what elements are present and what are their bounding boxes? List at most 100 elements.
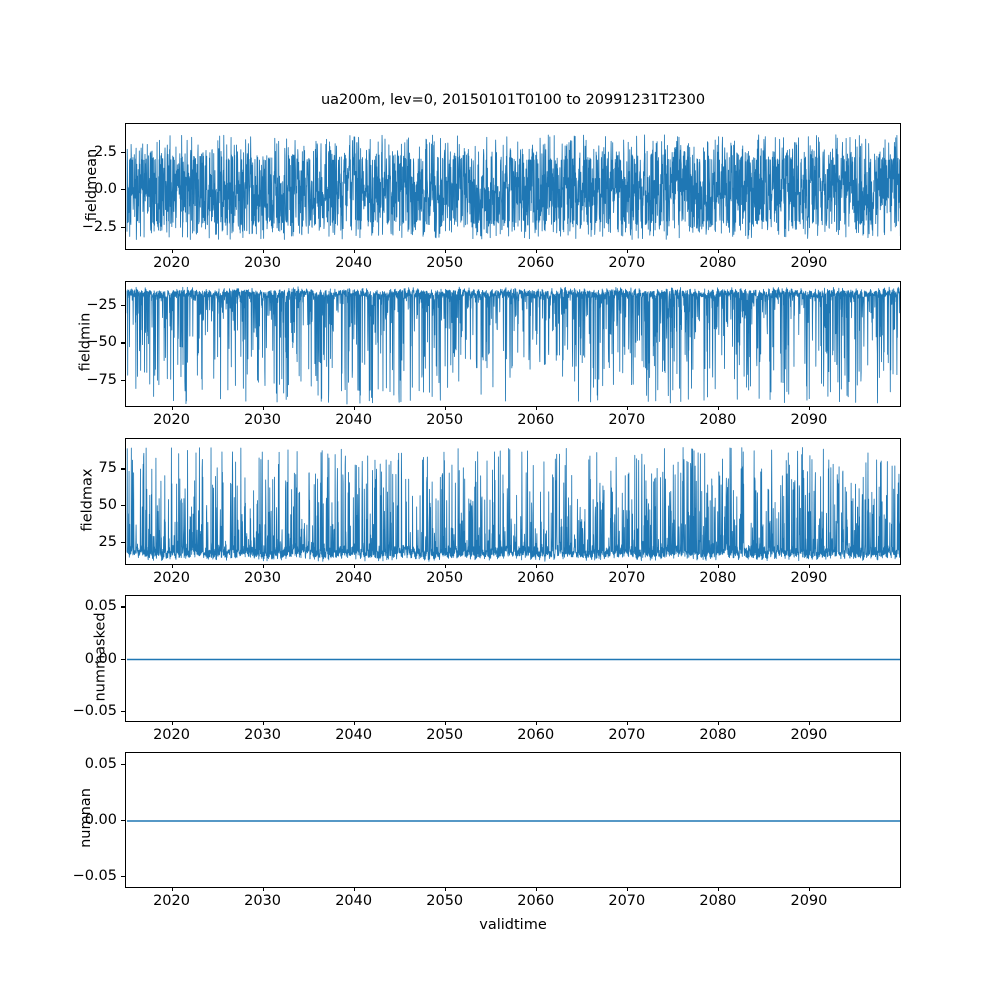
x-tick-mark-nummasked-6	[717, 721, 719, 725]
x-tick-label-fieldmax-2: 2040	[335, 570, 373, 586]
x-tick-mark-numnan-0	[171, 887, 173, 891]
y-tick-label-fieldmin-0: −25	[86, 296, 117, 313]
x-tick-label-fieldmean-2: 2040	[335, 255, 373, 271]
x-tick-mark-fieldmean-2	[353, 249, 355, 253]
series-canvas-numnan	[126, 753, 900, 887]
x-tick-label-fieldmax-7: 2090	[790, 570, 828, 586]
x-tick-label-fieldmean-1: 2030	[244, 255, 282, 271]
x-tick-mark-nummasked-5	[626, 721, 628, 725]
x-tick-mark-nummasked-7	[808, 721, 811, 725]
x-tick-label-fieldmax-0: 2020	[153, 570, 190, 586]
y-tick-label-fieldmin-1: −50	[86, 334, 117, 351]
x-tick-label-fieldmean-5: 2070	[608, 255, 646, 271]
y-tick-label-fieldmax-1: 50	[98, 497, 117, 514]
x-tick-mark-fieldmean-3	[444, 249, 446, 253]
x-tick-label-fieldmean-3: 2050	[426, 255, 464, 271]
x-tick-label-nummasked-6: 2080	[699, 727, 737, 743]
x-tick-label-fieldmin-4: 2060	[517, 412, 555, 428]
y-tick-label-nummasked-1: 0.00	[84, 650, 117, 667]
x-tick-mark-numnan-2	[353, 887, 355, 891]
x-tick-label-nummasked-2: 2040	[335, 727, 373, 743]
x-tick-mark-nummasked-0	[171, 721, 173, 725]
y-tick-label-nummasked-2: −0.05	[72, 702, 117, 719]
x-tick-label-numnan-1: 2030	[244, 893, 282, 909]
figure-title: ua200m, lev=0, 20150101T0100 to 20991231…	[320, 92, 706, 108]
y-tick-mark-numnan-1	[121, 820, 125, 822]
x-tick-label-nummasked-5: 2070	[608, 727, 646, 743]
x-tick-mark-fieldmax-3	[444, 564, 446, 568]
x-tick-label-nummasked-7: 2090	[790, 727, 828, 743]
y-tick-label-numnan-0: 0.05	[84, 756, 117, 773]
x-tick-mark-fieldmean-6	[717, 249, 719, 253]
x-tick-mark-fieldmin-5	[626, 406, 628, 410]
y-tick-mark-numnan-2	[121, 875, 125, 877]
x-tick-mark-nummasked-3	[444, 721, 446, 725]
series-canvas-nummasked	[126, 596, 900, 721]
plot-panel-fieldmax	[125, 438, 901, 565]
x-tick-label-fieldmin-0: 2020	[153, 412, 190, 428]
x-tick-mark-numnan-4	[535, 887, 537, 891]
x-tick-label-fieldmin-5: 2070	[608, 412, 646, 428]
x-axis-label: validtime	[479, 917, 547, 933]
y-tick-mark-fieldmean-2	[121, 226, 125, 228]
y-tick-label-fieldmax-2: 25	[98, 533, 117, 550]
x-tick-label-fieldmax-4: 2060	[517, 570, 555, 586]
x-tick-label-fieldmean-6: 2080	[699, 255, 737, 271]
x-tick-mark-fieldmean-4	[535, 249, 537, 253]
x-tick-label-fieldmean-0: 2020	[153, 255, 190, 271]
plot-panel-nummasked	[125, 595, 901, 722]
y-tick-mark-nummasked-0	[121, 606, 125, 608]
x-tick-label-fieldmean-7: 2090	[790, 255, 828, 271]
plot-panel-fieldmin	[125, 281, 901, 407]
x-tick-mark-nummasked-2	[353, 721, 355, 725]
y-tick-label-fieldmin-2: −75	[86, 372, 117, 389]
y-tick-mark-fieldmean-0	[121, 151, 125, 153]
x-tick-mark-fieldmax-6	[717, 564, 719, 568]
y-tick-mark-fieldmax-0	[121, 468, 125, 470]
y-tick-mark-fieldmin-2	[121, 380, 125, 382]
x-tick-label-nummasked-1: 2030	[244, 727, 282, 743]
x-tick-mark-fieldmean-5	[626, 249, 628, 253]
x-tick-label-numnan-5: 2070	[608, 893, 646, 909]
y-tick-label-nummasked-0: 0.05	[84, 598, 117, 615]
x-tick-label-fieldmin-6: 2080	[699, 412, 737, 428]
x-tick-mark-fieldmin-2	[353, 406, 355, 410]
x-tick-mark-nummasked-4	[535, 721, 537, 725]
x-tick-mark-numnan-1	[262, 887, 264, 891]
y-tick-label-fieldmean-1: 0.0	[93, 181, 117, 198]
x-tick-mark-numnan-3	[444, 887, 446, 891]
x-tick-mark-fieldmin-3	[444, 406, 446, 410]
x-tick-label-numnan-6: 2080	[699, 893, 737, 909]
x-tick-mark-fieldmax-1	[262, 564, 264, 568]
x-tick-mark-fieldmin-0	[171, 406, 173, 410]
x-tick-mark-fieldmin-1	[262, 406, 264, 410]
x-tick-mark-fieldmax-5	[626, 564, 628, 568]
series-canvas-fieldmin	[126, 282, 900, 406]
x-tick-label-fieldmin-3: 2050	[426, 412, 464, 428]
y-tick-mark-numnan-0	[121, 764, 125, 766]
x-tick-label-nummasked-0: 2020	[153, 727, 190, 743]
x-tick-mark-fieldmin-7	[808, 406, 811, 410]
y-tick-mark-nummasked-2	[121, 710, 125, 712]
y-tick-label-numnan-1: 0.00	[84, 812, 117, 828]
x-tick-mark-fieldmean-0	[171, 249, 173, 253]
x-tick-mark-numnan-5	[626, 887, 628, 891]
y-tick-mark-fieldmax-2	[121, 541, 125, 544]
x-tick-mark-numnan-7	[808, 887, 811, 891]
x-tick-mark-fieldmin-6	[717, 406, 719, 410]
series-canvas-fieldmax	[126, 439, 900, 564]
x-tick-mark-fieldmax-7	[808, 564, 811, 568]
x-tick-mark-numnan-6	[717, 887, 719, 891]
x-tick-label-fieldmin-1: 2030	[244, 412, 282, 428]
x-tick-mark-fieldmean-1	[262, 249, 264, 253]
x-tick-mark-fieldmax-4	[535, 564, 537, 568]
x-tick-mark-fieldmax-0	[171, 564, 173, 568]
x-tick-label-numnan-7: 2090	[790, 893, 828, 909]
series-canvas-fieldmean	[126, 124, 900, 249]
x-tick-label-fieldmin-7: 2090	[790, 412, 828, 428]
x-tick-label-fieldmax-3: 2050	[426, 570, 464, 586]
x-tick-label-fieldmax-5: 2070	[608, 570, 646, 586]
plot-panel-fieldmean	[125, 123, 901, 250]
x-tick-label-fieldmax-1: 2030	[244, 570, 282, 586]
